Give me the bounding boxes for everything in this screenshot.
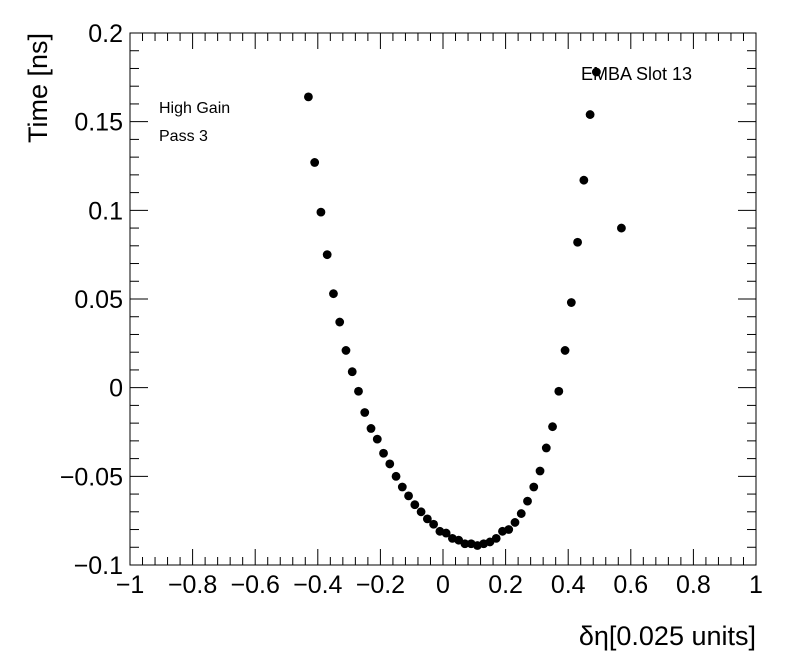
data-point	[573, 237, 582, 247]
annotation-slot: EMBA Slot 13	[581, 64, 692, 84]
y-tick-label: 0.05	[74, 286, 123, 314]
y-tick-label: 0.1	[88, 197, 123, 225]
y-axis-ticks	[130, 32, 756, 566]
data-point	[541, 443, 551, 453]
x-axis-title: δη[0.025 units]	[579, 621, 756, 651]
data-point	[310, 158, 320, 167]
x-axis-ticks	[129, 33, 757, 565]
data-point	[397, 482, 407, 492]
data-point	[617, 223, 626, 233]
data-point	[560, 346, 570, 355]
annotation-pass: Pass 3	[159, 128, 208, 145]
data-point	[491, 534, 501, 543]
data-point	[347, 367, 357, 377]
data-point	[535, 466, 545, 476]
x-tick-label: 0.4	[551, 571, 586, 599]
x-tick-label: −0.4	[293, 571, 342, 599]
data-point	[504, 525, 514, 534]
data-point	[391, 471, 401, 481]
x-tick-label: −0.8	[168, 571, 217, 599]
y-axis-title: Time [ns]	[23, 33, 53, 143]
x-tick-label: 0.6	[613, 571, 648, 599]
data-point	[523, 496, 532, 506]
data-point	[372, 434, 382, 444]
x-tick-label: −0.6	[231, 571, 280, 599]
x-tick-label: 0	[436, 571, 450, 599]
y-tick-label: 0.2	[88, 20, 123, 48]
data-point	[341, 346, 351, 355]
x-tick-label: 0.8	[676, 571, 711, 599]
data-point	[529, 482, 539, 492]
data-point	[554, 386, 564, 396]
y-tick-label: 0	[109, 375, 123, 403]
data-point	[304, 92, 313, 102]
data-point	[404, 491, 413, 501]
data-points	[304, 67, 626, 550]
annotation-gain: High Gain	[159, 100, 230, 117]
data-point	[416, 507, 426, 517]
data-point	[316, 207, 326, 217]
data-point	[422, 514, 432, 524]
data-point	[516, 509, 526, 518]
y-tick-label: −0.1	[74, 552, 123, 580]
data-point	[585, 110, 595, 119]
data-point	[591, 67, 601, 77]
y-tick-label: −0.05	[60, 463, 123, 491]
data-point	[548, 422, 557, 432]
data-point	[410, 500, 420, 510]
x-tick-label: −1	[116, 571, 145, 599]
x-tick-label: 0.2	[488, 571, 523, 599]
data-point	[322, 250, 332, 260]
x-tick-label: −0.2	[356, 571, 405, 599]
data-point	[510, 518, 520, 527]
data-point	[329, 289, 338, 299]
data-point	[354, 386, 363, 396]
x-axis-tick-labels: −1 −0.8 −0.6 −0.4 −0.2 0 0.2 0.4 0.6 0.8 1	[116, 571, 763, 599]
data-point	[441, 528, 451, 538]
x-tick-label: 1	[749, 571, 763, 599]
data-point	[385, 459, 395, 469]
y-axis-tick-labels: −0.1 −0.05 0 0.05 0.1 0.15 0.2	[60, 20, 123, 580]
y-tick-label: 0.15	[74, 109, 123, 137]
data-point	[335, 317, 345, 327]
data-point	[460, 539, 470, 549]
data-point	[566, 298, 576, 307]
data-point	[429, 519, 439, 529]
data-point	[360, 408, 370, 417]
data-point	[366, 424, 376, 433]
data-point	[579, 175, 589, 185]
data-point	[379, 448, 388, 458]
